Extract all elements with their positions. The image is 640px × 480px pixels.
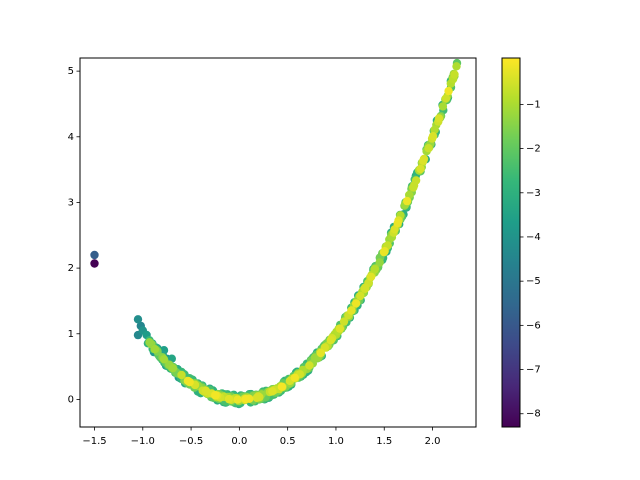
scatter-point bbox=[380, 247, 389, 256]
x-tick-label: 2.0 bbox=[425, 436, 441, 447]
scatter-point bbox=[339, 317, 349, 326]
scatter-point bbox=[411, 176, 421, 185]
y-tick-label: 1 bbox=[68, 329, 74, 340]
x-tick-label: 0.5 bbox=[280, 436, 296, 447]
scatter-point bbox=[360, 284, 370, 293]
colorbar-tick-label: −6 bbox=[526, 320, 541, 331]
scatter-point bbox=[90, 250, 99, 260]
y-tick-label: 0 bbox=[68, 394, 74, 405]
scatter-point bbox=[316, 348, 325, 358]
scatter-point bbox=[452, 62, 461, 71]
scatter-point bbox=[305, 361, 314, 370]
scatter-point bbox=[424, 144, 433, 153]
colorbar-tick-label: −5 bbox=[526, 276, 541, 287]
scatter-point bbox=[347, 306, 356, 315]
scatter-point bbox=[430, 125, 439, 134]
scatter-point bbox=[428, 132, 438, 141]
scatter-point bbox=[290, 373, 299, 382]
scatter-point bbox=[224, 394, 234, 404]
colorbar bbox=[501, 57, 521, 428]
scatter-point bbox=[393, 219, 402, 228]
colorbar-tick-label: −1 bbox=[526, 99, 541, 110]
scatter-point bbox=[351, 299, 361, 308]
y-axis: 0 1 2 3 4 5 bbox=[68, 66, 80, 405]
scatter-point bbox=[416, 164, 425, 174]
scatter-point bbox=[444, 86, 453, 96]
scatter-point bbox=[366, 272, 376, 281]
scatter-point bbox=[326, 336, 335, 345]
scatter-point bbox=[145, 338, 154, 347]
y-tick-label: 4 bbox=[68, 132, 74, 143]
scatter-point bbox=[434, 114, 444, 123]
scatter-point bbox=[159, 355, 169, 364]
colorbar-tick-label: −8 bbox=[526, 409, 541, 420]
scatter-point bbox=[438, 102, 448, 111]
x-tick-label: 1.5 bbox=[376, 436, 392, 447]
colorbar-axis: −1 −2 −3 −4 −5 −6 −7 −8 bbox=[520, 99, 541, 420]
scatter-point bbox=[90, 259, 99, 268]
colorbar-tick-label: −4 bbox=[526, 232, 541, 243]
x-tick-label: −1.5 bbox=[82, 436, 106, 447]
scatter-point bbox=[177, 370, 186, 380]
scatter-point bbox=[150, 345, 160, 354]
scatter-point bbox=[252, 393, 262, 402]
scatter-point bbox=[268, 387, 277, 396]
scatter-point bbox=[419, 156, 428, 165]
scatter-point bbox=[402, 196, 412, 206]
x-tick-label: 1.0 bbox=[328, 436, 344, 447]
colorbar-tick-label: −7 bbox=[526, 365, 541, 376]
scatter-point bbox=[375, 258, 384, 267]
scatter-point bbox=[450, 70, 459, 79]
scatter-point bbox=[233, 395, 242, 404]
scatter-point bbox=[211, 391, 220, 400]
x-axis: −1.5 −1.0 −0.5 0.0 0.5 1.0 1.5 2.0 bbox=[82, 427, 440, 447]
y-tick-label: 3 bbox=[68, 197, 74, 208]
colorbar-tick-label: −2 bbox=[526, 144, 541, 155]
x-tick-label: −0.5 bbox=[179, 436, 203, 447]
y-tick-label: 2 bbox=[68, 263, 74, 274]
scatter-point bbox=[133, 315, 143, 324]
scatter-points bbox=[90, 58, 462, 409]
colorbar-tick-label: −3 bbox=[526, 188, 541, 199]
scatter-point bbox=[183, 376, 193, 386]
scatter-point bbox=[335, 324, 345, 333]
scatter-point bbox=[168, 364, 178, 373]
scatter-point bbox=[241, 395, 250, 404]
scatter-point bbox=[277, 382, 287, 391]
y-tick-label: 5 bbox=[68, 66, 74, 77]
scatter-point bbox=[356, 291, 365, 301]
plot-frame bbox=[79, 57, 477, 428]
scatter-point bbox=[441, 94, 451, 103]
x-tick-label: −1.0 bbox=[131, 436, 155, 447]
x-tick-label: 0.0 bbox=[231, 436, 247, 447]
